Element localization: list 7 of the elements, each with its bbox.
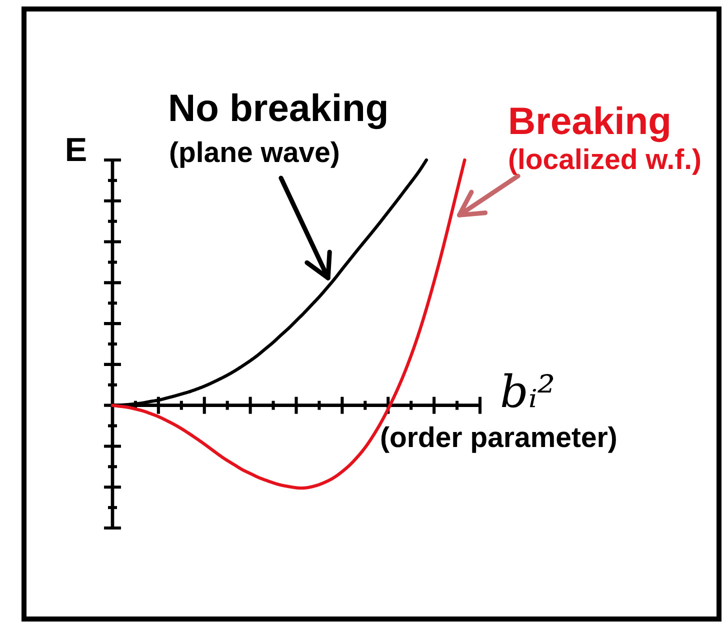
- y-axis-title: E: [67, 138, 86, 161]
- series-label: Breaking: [510, 106, 669, 142]
- text: (localized w.f.): [509, 148, 700, 175]
- x-axis-title: bᵢ²: [502, 373, 554, 408]
- annotation: (order parameter): [381, 426, 616, 453]
- series-label: No breaking: [170, 93, 386, 130]
- annotation: (plane wave): [170, 141, 338, 168]
